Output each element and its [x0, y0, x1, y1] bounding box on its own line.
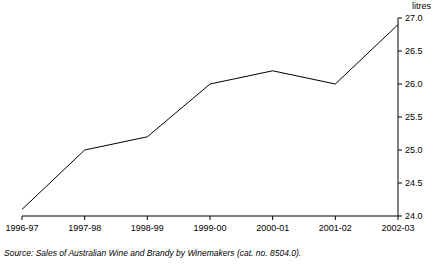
y-tick-label: 24.0: [405, 211, 423, 221]
x-tick-label: 1998-99: [131, 223, 164, 233]
y-tick: [398, 117, 402, 118]
x-tick-label: 2002-03: [381, 223, 414, 233]
x-tick-label: 2000-01: [256, 223, 289, 233]
y-tick: [398, 150, 402, 151]
x-tick: [398, 216, 399, 220]
x-tick-label: 1996-97: [5, 223, 38, 233]
x-tick: [147, 216, 148, 220]
y-tick-label: 27.0: [405, 13, 423, 23]
y-tick-label: 25.5: [405, 112, 423, 122]
y-tick: [398, 84, 402, 85]
y-tick-label: 24.5: [405, 178, 423, 188]
y-tick: [398, 18, 402, 19]
y-tick-label: 25.0: [405, 145, 423, 155]
x-tick-label: 2001-02: [319, 223, 352, 233]
y-tick-label: 26.5: [405, 46, 423, 56]
x-tick: [210, 216, 211, 220]
y-tick: [398, 51, 402, 52]
x-tick: [22, 216, 23, 220]
y-tick: [398, 183, 402, 184]
y-tick: [398, 216, 402, 217]
y-tick-label: 26.0: [405, 79, 423, 89]
x-tick: [272, 216, 273, 220]
chart-container: 1996-97 1997-98 1998-99 1999-00 2000-01 2001-…: [0, 0, 435, 265]
x-tick: [84, 216, 85, 220]
plot-area: [22, 25, 398, 210]
x-tick-label: 1999-00: [193, 223, 226, 233]
y-axis-label: litres: [412, 1, 432, 11]
source-note: Source: Sales of Australian Wine and Bra…: [4, 248, 301, 258]
chart-svg: 1996-97 1997-98 1998-99 1999-00 2000-01 2001-…: [0, 0, 435, 265]
x-tick: [335, 216, 336, 220]
x-tick-label: 1997-98: [68, 223, 101, 233]
data-line: [22, 25, 398, 210]
